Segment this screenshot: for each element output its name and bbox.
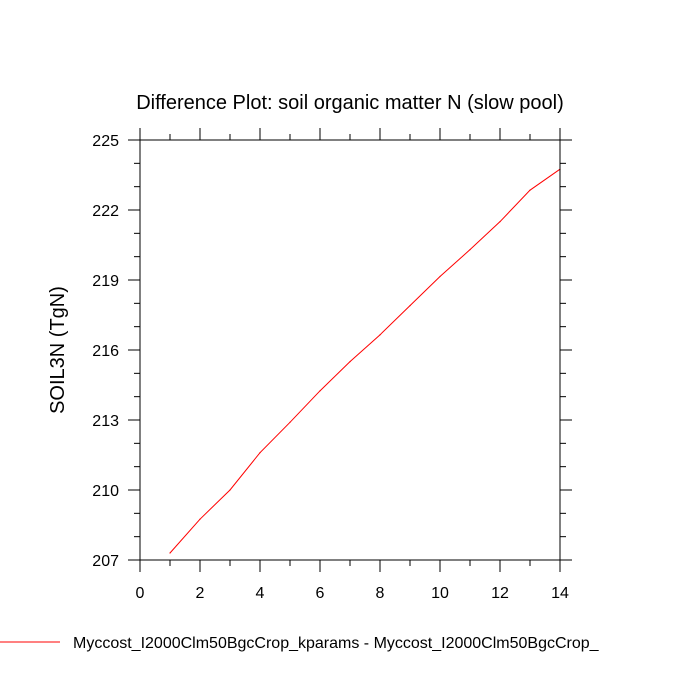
y-tick-label: 222 <box>92 203 119 220</box>
series-line <box>169 168 561 554</box>
data-point <box>529 189 531 191</box>
x-tick-label: 8 <box>376 585 385 602</box>
data-point <box>289 421 291 423</box>
x-tick-label: 10 <box>431 585 449 602</box>
x-tick-label: 14 <box>551 585 569 602</box>
data-point <box>229 489 231 491</box>
y-tick-label: 207 <box>92 553 119 570</box>
legend: Myccost_I2000Clm50BgcCrop_kparams - Mycc… <box>0 635 600 652</box>
y-tick-label: 216 <box>92 343 119 360</box>
y-tick-label: 225 <box>92 133 119 150</box>
data-point <box>379 334 381 336</box>
legend-label: Myccost_I2000Clm50BgcCrop_kparams - Mycc… <box>73 635 600 652</box>
axis-tick-labels: 0 2 4 6 8 10 12 14 207 210 213 216 219 222 225 <box>92 133 569 602</box>
x-tick-label: 6 <box>316 585 325 602</box>
data-point <box>499 221 501 223</box>
axis-ticks <box>128 128 572 572</box>
y-tick-label: 210 <box>92 483 119 500</box>
plot-frame <box>139 139 561 561</box>
y-axis-label: SOIL3N (TgN) <box>47 286 69 414</box>
data-point <box>259 452 261 454</box>
y-tick-label: 213 <box>92 413 119 430</box>
data-point <box>169 552 171 554</box>
y-tick-label: 219 <box>92 273 119 290</box>
data-point <box>349 361 351 363</box>
data-point <box>439 275 441 278</box>
data-point <box>409 305 411 307</box>
data-point <box>469 249 471 251</box>
series-layer <box>169 168 561 554</box>
x-tick-label: 4 <box>256 585 265 602</box>
data-point <box>199 518 201 520</box>
x-tick-label: 12 <box>491 585 509 602</box>
data-point <box>319 390 321 392</box>
x-tick-label: 2 <box>196 585 205 602</box>
chart-title: Difference Plot: soil organic matter N (… <box>136 92 564 114</box>
x-tick-label: 0 <box>136 585 145 602</box>
